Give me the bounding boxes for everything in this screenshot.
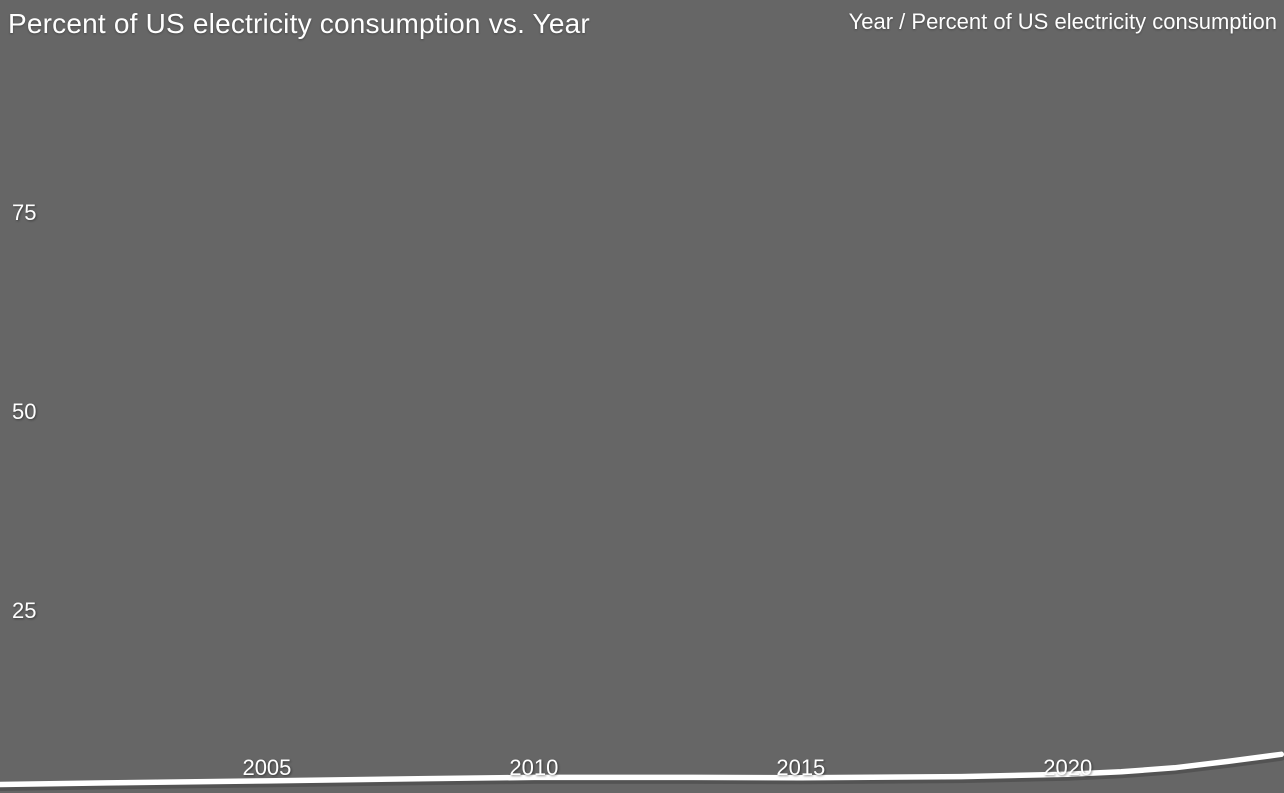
y-tick-label: 75 <box>12 200 37 225</box>
line-series <box>0 751 1284 788</box>
chart-legend: Year / Percent of US electricity consump… <box>848 9 1277 34</box>
x-tick-label: 2010 <box>509 755 559 780</box>
x-tick-label: 2020 <box>1043 755 1093 780</box>
x-tick-label: 2005 <box>242 755 292 780</box>
x-tick-label: 2015 <box>776 755 826 780</box>
y-tick-label: 50 <box>12 399 37 424</box>
y-tick-label: 25 <box>12 598 37 623</box>
chart-title: Percent of US electricity consumption vs… <box>8 8 590 39</box>
